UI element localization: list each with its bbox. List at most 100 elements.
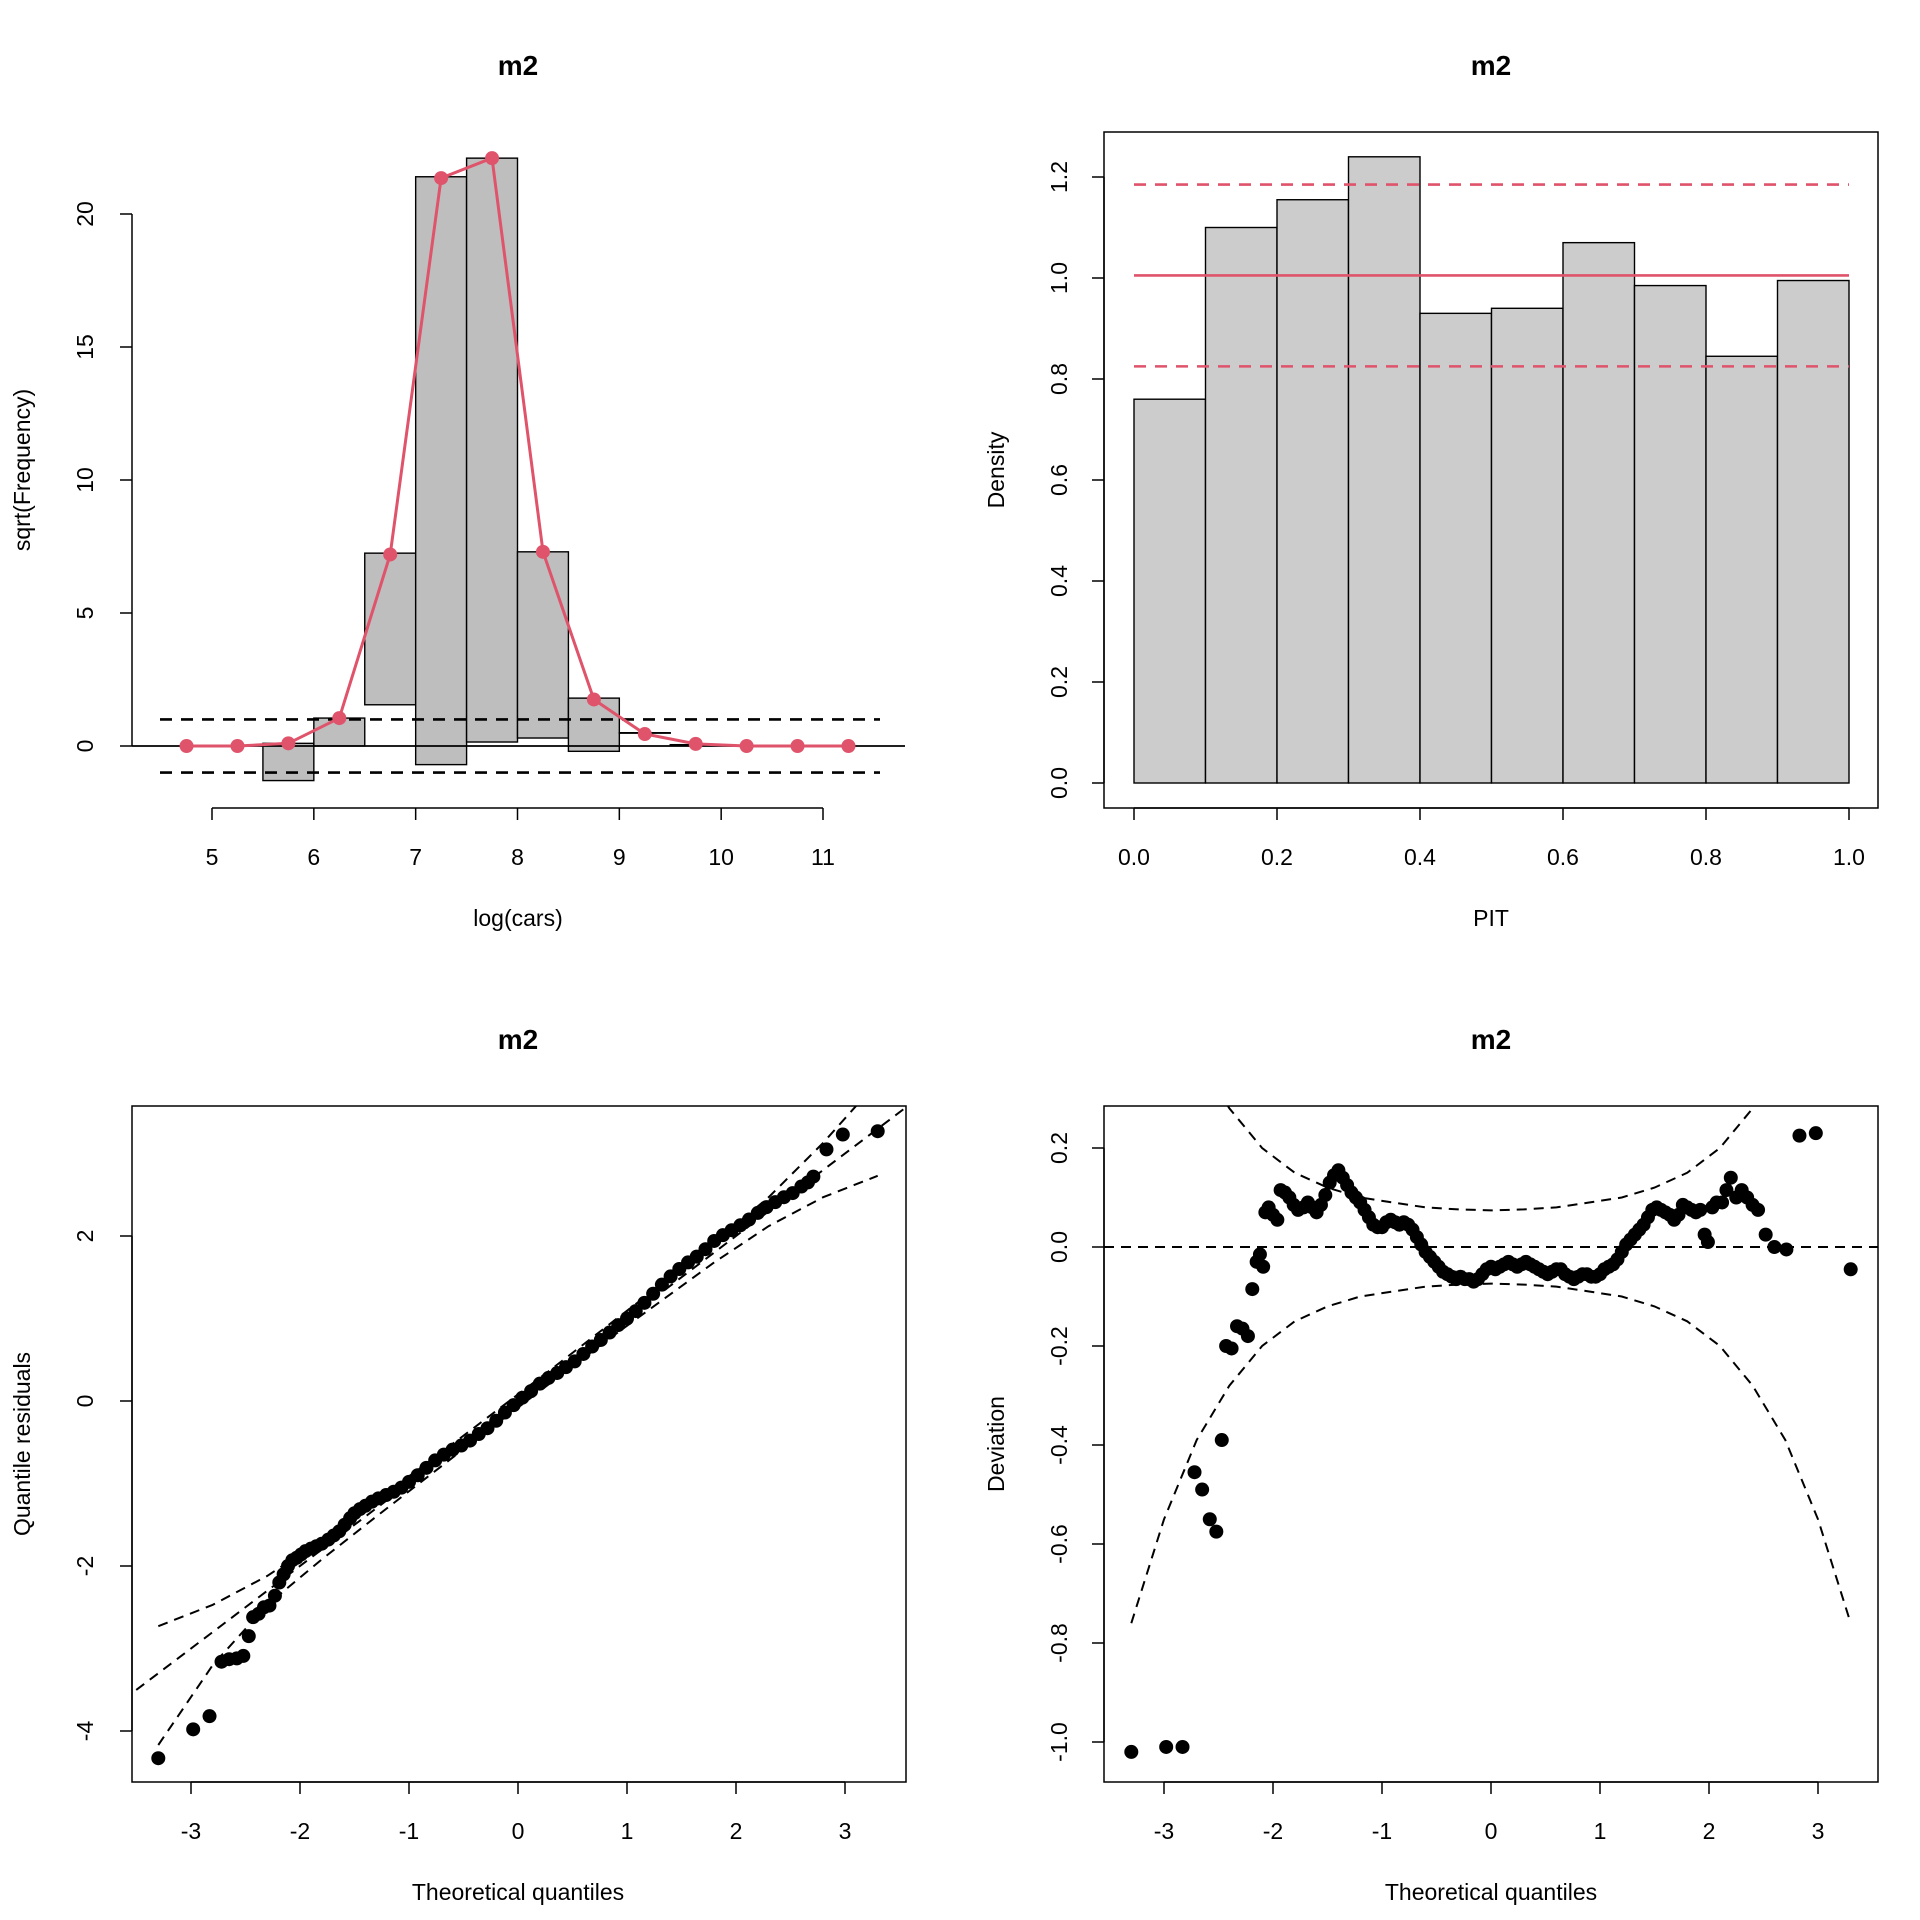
worm-point — [1124, 1744, 1139, 1759]
worm-point — [1209, 1524, 1224, 1539]
rootogram-x-tick-label: 5 — [206, 844, 219, 870]
rootogram-bar — [516, 551, 570, 739]
pit-y-tick-label: 0.6 — [1046, 464, 1072, 496]
worm-point — [1808, 1126, 1823, 1141]
qq-xlabel: Theoretical quantiles — [412, 1879, 624, 1905]
worm-point — [1187, 1465, 1202, 1480]
rootogram-bar — [364, 552, 417, 706]
pit-histogram-bar — [1562, 241, 1636, 784]
qq-y-tick-label: -2 — [72, 1556, 98, 1576]
qq-x-tick-label: 3 — [839, 1818, 852, 1844]
qq-y-tick-label: -4 — [72, 1721, 98, 1742]
rootogram-expected-point — [485, 151, 500, 166]
pit-histogram-bar — [1490, 307, 1564, 784]
rootogram-expected-point — [739, 739, 754, 753]
qq-point — [835, 1127, 850, 1142]
pit-histogram-bar — [1133, 398, 1207, 784]
pit-histogram-bar — [1276, 199, 1350, 784]
pit-histogram-panel: m2 PIT Density 0.0 0.2 0.4 0.6 0.8 1.0 0.0 0.2 0… — [983, 50, 1879, 931]
rootogram-expected-line — [186, 156, 849, 748]
qq-point — [267, 1588, 282, 1603]
pit-x-tick-label: 0.8 — [1690, 844, 1722, 870]
qq-point — [646, 1286, 661, 1301]
worm-x-tick-label: 3 — [1812, 1818, 1825, 1844]
worm-y-tick-label: -1.0 — [1046, 1722, 1072, 1762]
rootogram-x-tick-label: 10 — [708, 844, 734, 870]
qq-x-tick-label: 0 — [512, 1818, 525, 1844]
worm-confidence-band-lower — [1130, 1282, 1852, 1624]
rootogram-ylabel: sqrt(Frequency) — [9, 389, 35, 551]
qq-x-tick-label: 1 — [621, 1818, 634, 1844]
rootogram-expected-point — [688, 736, 703, 751]
rootogram-y-tick-label: 20 — [72, 201, 98, 227]
rootogram-expected-point — [281, 736, 296, 751]
rootogram-x-tick-label: 8 — [511, 844, 524, 870]
worm-x-tick-label: -1 — [1372, 1818, 1392, 1844]
worm-point — [1751, 1202, 1766, 1217]
worm-point — [1843, 1262, 1858, 1277]
worm-point — [1175, 1739, 1190, 1754]
rootogram-x-tick-label: 7 — [409, 844, 422, 870]
worm-x-tick-label: 1 — [1594, 1818, 1607, 1844]
rootogram-x-tick-label: 6 — [307, 844, 320, 870]
qq-point — [806, 1169, 821, 1184]
rootogram-expected-point — [179, 739, 194, 753]
worm-point — [1270, 1212, 1285, 1227]
worm-point — [1159, 1739, 1174, 1754]
rootogram-expected-point — [383, 547, 398, 562]
qq-x-tick-label: -3 — [181, 1818, 201, 1844]
qq-x-tick-label: -1 — [399, 1818, 419, 1844]
worm-point — [1214, 1433, 1229, 1448]
qq-confidence-band-upper — [157, 1106, 858, 1628]
worm-point — [1202, 1512, 1217, 1527]
qq-point — [241, 1629, 256, 1644]
pit-histogram-bar — [1776, 279, 1850, 784]
pit-title: m2 — [1471, 50, 1511, 81]
rootogram-panel: m2 log(cars) sqrt(Frequency) 5 6 7 8 9 10 11 0 5… — [9, 50, 905, 931]
rootogram-y-tick-label: 10 — [72, 467, 98, 493]
worm-x-tick-label: 2 — [1703, 1818, 1716, 1844]
qq-point — [628, 1304, 643, 1319]
rootogram-y-tick-label: 15 — [72, 334, 98, 360]
worm-point — [1195, 1482, 1210, 1497]
worm-x-tick-label: 0 — [1485, 1818, 1498, 1844]
worm-point — [1767, 1240, 1782, 1254]
qq-plot-area — [132, 1106, 906, 1766]
worm-point — [1723, 1170, 1738, 1185]
pit-histogram-bar — [1633, 284, 1707, 784]
worm-plot-panel: m2 Theoretical quantiles Deviation -3 -2 -… — [983, 1024, 1879, 1905]
pit-y-tick-label: 0.0 — [1046, 767, 1072, 799]
worm-point — [1715, 1195, 1730, 1210]
rootogram-title: m2 — [498, 50, 538, 81]
qq-y-tick-label: 0 — [72, 1395, 98, 1408]
pit-y-tick-label: 1.2 — [1046, 161, 1072, 193]
rootogram-x-tick-label: 11 — [811, 844, 835, 870]
worm-point — [1779, 1242, 1794, 1257]
pit-histogram-bar — [1204, 226, 1278, 784]
qq-title: m2 — [498, 1024, 538, 1055]
pit-y-tick-label: 1.0 — [1046, 262, 1072, 294]
rootogram-expected-point — [332, 711, 347, 726]
worm-title: m2 — [1471, 1024, 1511, 1055]
pit-histogram-bar — [1705, 355, 1779, 784]
qq-plot-panel: m2 Theoretical quantiles Quantile residu… — [9, 1024, 907, 1905]
qq-point — [186, 1722, 201, 1737]
rootogram-expected-point — [434, 171, 449, 186]
qq-point — [654, 1277, 669, 1292]
worm-point — [1758, 1227, 1773, 1242]
worm-plot-area — [1104, 1106, 1878, 1759]
rootogram-x-tick-label: 9 — [613, 844, 626, 870]
qq-x-tick-label: -2 — [290, 1818, 310, 1844]
pit-y-tick-label: 0.8 — [1046, 363, 1072, 395]
worm-ylabel: Deviation — [983, 1396, 1009, 1492]
pit-x-tick-label: 0.2 — [1261, 844, 1293, 870]
pit-y-tick-label: 0.2 — [1046, 666, 1072, 698]
rootogram-y-tick-label: 0 — [72, 740, 98, 753]
worm-point — [1792, 1128, 1807, 1143]
qq-point — [698, 1242, 713, 1257]
worm-point — [1245, 1282, 1260, 1297]
pit-histogram-bar — [1347, 156, 1421, 784]
qq-point — [637, 1295, 652, 1310]
worm-point — [1693, 1202, 1708, 1217]
